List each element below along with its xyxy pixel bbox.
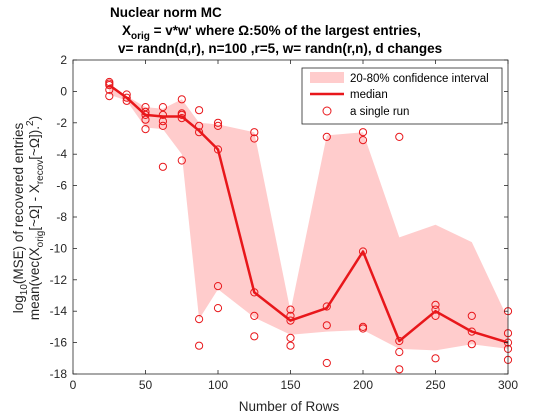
x-tick-label: 250 <box>425 378 445 392</box>
legend-label-median: median <box>350 89 388 101</box>
legend-swatch-run <box>322 106 332 116</box>
title-line-2-prefix: X <box>122 23 131 38</box>
plot-area <box>105 77 513 374</box>
y-axis-label-line-1: log10(MSE) of recovered entries <box>11 123 30 314</box>
x-tick-label: 100 <box>208 378 228 392</box>
single-run-marker <box>141 103 150 112</box>
single-run-marker <box>431 354 440 363</box>
x-axis-label: Number of Rows <box>239 399 340 414</box>
single-run-marker <box>395 132 404 141</box>
single-run-marker <box>250 128 259 137</box>
single-run-marker <box>358 128 368 137</box>
legend-label-run: a single run <box>350 106 409 118</box>
axes <box>72 59 509 375</box>
title-line-2-subscript: orig <box>131 31 150 42</box>
single-run-marker <box>250 332 259 341</box>
single-run-marker <box>431 300 440 309</box>
single-run-marker <box>286 341 295 350</box>
y-tick-label: -16 <box>50 336 68 350</box>
confidence-band-layer <box>109 83 509 351</box>
y-tick-label: -12 <box>50 273 68 287</box>
single-run-marker <box>195 128 204 137</box>
single-run-marker <box>177 95 186 104</box>
single-run-marker <box>250 134 259 143</box>
single-run-marker <box>177 156 186 165</box>
single-run-marker <box>213 304 223 313</box>
single-run-marker <box>467 340 476 349</box>
legend: 20-80% confidence interval median a sing… <box>301 67 503 125</box>
single-run-marker <box>467 311 476 320</box>
x-tick-label: 0 <box>70 378 77 392</box>
single-run-marker <box>358 324 368 333</box>
y-axis-label: log10(MSE) of recovered entries mean(vec… <box>11 116 46 320</box>
single-run-marker <box>322 302 331 311</box>
single-run-marker <box>358 136 368 145</box>
y-tick-label: -18 <box>50 367 68 381</box>
x-tick-labels: 0 50 100 150 200 250 300 <box>70 378 519 392</box>
median-line <box>108 84 509 344</box>
y-tick-label: 0 <box>60 84 67 98</box>
y-tick-label: 2 <box>60 53 67 67</box>
y-axis-label-line-2: mean(vec(Xorig[~Ω] - Xrecov[~Ω]).2) <box>25 116 46 320</box>
x-tick-label: 150 <box>280 378 300 392</box>
single-run-marker <box>431 305 440 314</box>
single-run-marker <box>158 103 167 112</box>
y-tick-label: -14 <box>50 304 68 318</box>
title-line-2: Xorig = v*w' where Ω:50% of the largest … <box>122 23 421 42</box>
x-tick-label: 300 <box>498 378 518 392</box>
single-run-marker <box>177 110 186 120</box>
y-tick-label: -8 <box>56 210 67 224</box>
x-tick-label: 50 <box>139 378 153 392</box>
single-run-marker <box>105 81 114 90</box>
title-line-1: Nuclear norm MC <box>110 5 222 20</box>
y-tick-label: -10 <box>50 241 68 255</box>
single-run-marker <box>213 282 223 291</box>
y-tick-label: -2 <box>56 116 67 130</box>
legend-label-band: 20-80% confidence interval <box>350 73 489 85</box>
title-line-2-rest: = v*w' where Ω:50% of the largest entrie… <box>150 23 421 38</box>
single-run-marker <box>141 125 150 134</box>
title-line-3: v= randn(d,r), n=100 ,r=5, w= randn(r,n)… <box>118 41 442 56</box>
single-run-marker <box>213 121 223 131</box>
single-run-marker <box>158 110 167 120</box>
chart-title: Nuclear norm MC Xorig = v*w' where Ω:50%… <box>110 5 442 56</box>
single-run-marker <box>322 321 331 330</box>
single-run-marker <box>105 92 114 101</box>
legend-swatch-band <box>310 72 344 83</box>
single-run-marker <box>158 162 167 171</box>
y-tick-label: -4 <box>56 147 67 161</box>
single-run-marker <box>158 121 167 131</box>
single-run-marker <box>395 365 404 374</box>
single-run-marker <box>395 347 404 357</box>
confidence-band <box>109 83 509 351</box>
single-run-marker <box>195 106 204 115</box>
single-run-marker <box>322 358 331 368</box>
single-run-marker <box>286 333 295 342</box>
single-run-marker <box>286 305 295 314</box>
single-run-marker <box>122 93 131 102</box>
single-run-marker <box>195 315 204 324</box>
single-run-marker <box>395 336 404 346</box>
single-run-marker <box>195 341 204 350</box>
single-run-marker <box>322 132 331 141</box>
y-tick-labels: 2 0 -2 -4 -6 -8 -10 -12 -14 -16 -18 <box>50 53 68 381</box>
median-line-layer <box>108 84 509 344</box>
single-run-marker <box>250 311 259 320</box>
single-run-marker <box>213 118 223 127</box>
x-tick-label: 200 <box>353 378 373 392</box>
y-tick-label: -6 <box>56 179 67 193</box>
single-run-marker <box>358 247 368 256</box>
